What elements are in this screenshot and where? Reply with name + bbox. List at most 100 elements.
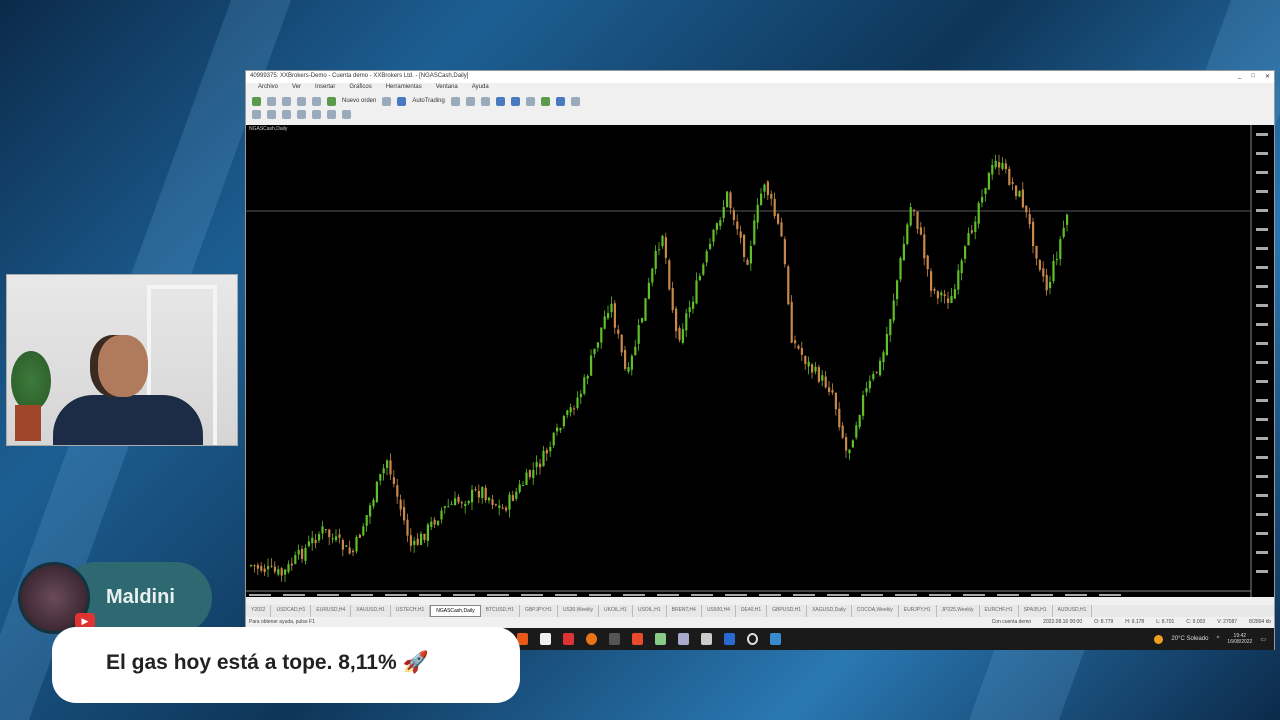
brave-icon[interactable] [632,633,643,645]
chart-tab[interactable]: COCOA,Weekly [852,605,899,617]
chart-tab[interactable]: GBPJPY,H1 [520,605,558,617]
weather-text[interactable]: 20°C Soleado [1171,636,1209,642]
navigator-icon[interactable] [297,96,306,106]
zoom-in-icon[interactable] [495,96,505,106]
tile-windows-icon[interactable] [525,96,535,106]
indicators-icon[interactable] [540,96,550,106]
chart-tab[interactable]: GBPUSD,H1 [767,605,808,617]
meta-editor-icon[interactable] [382,96,392,106]
chart-tab[interactable]: EURJPY,H1 [899,605,937,617]
chart-tab[interactable]: US500,H4 [702,605,736,617]
bearish-candle [290,563,293,566]
text-icon[interactable] [342,110,351,119]
fibonacci-icon[interactable] [327,110,336,119]
zoom-out-icon[interactable] [510,96,520,106]
new-chart-icon[interactable] [252,96,261,106]
bearish-candle [743,234,746,257]
maximize-button[interactable]: □ [1251,73,1255,79]
time-tick-label [861,594,883,596]
notifications-icon[interactable]: ▭ [1260,636,1266,643]
file-icon[interactable] [701,633,712,645]
menu-ver[interactable]: Ver [292,84,302,90]
clock-time[interactable]: 19:42 [1233,633,1247,639]
bullish-candle [464,503,467,507]
menu-insertar[interactable]: Insertar [315,84,336,90]
chart-tab[interactable]: EURUSD,H4 [311,605,352,617]
time-tick-label [317,594,339,596]
bearish-candle [396,485,399,497]
bearish-candle [936,291,939,299]
periods-icon[interactable] [555,96,565,106]
templates-icon[interactable] [570,96,580,106]
notepad-icon[interactable] [540,633,551,645]
chart-tab[interactable]: XAGUSD,Daily [807,605,852,617]
firefox-icon[interactable] [586,633,597,645]
clock-date[interactable]: 16/08/2022 [1227,639,1253,645]
chart-tab[interactable]: USTECH,H1 [391,605,431,617]
photos-icon[interactable] [770,633,781,645]
new-order-button[interactable]: Nuevo orden [342,98,377,104]
tray-chevron-icon[interactable]: ^ [1216,636,1220,642]
drive-icon[interactable] [655,633,666,645]
chart-tab[interactable]: Y2022 [246,605,272,617]
chart-tab[interactable]: US30,Weekly [558,605,600,617]
chart-tab[interactable]: USOIL,H1 [633,605,667,617]
menu-archivo[interactable]: Archivo [258,84,279,90]
chart-tab[interactable]: EURCHF,H1 [980,605,1019,617]
line-chart-icon[interactable] [480,96,490,106]
cursor-icon[interactable] [252,110,261,119]
chart-tab[interactable]: NGASCash,Daily [430,605,481,617]
horizontal-line-icon[interactable] [297,110,306,119]
chart-tab[interactable]: AUDUSD,H1 [1053,605,1093,617]
bullish-candle [375,481,378,503]
price-chart[interactable]: NGASCash,Daily [246,125,1274,597]
chart-symbol-label: NGASCash,Daily [249,126,288,132]
chart-tab[interactable]: USDCAD,H1 [271,605,312,617]
bearish-candle [539,463,542,468]
chart-tab[interactable]: BRENT,H4 [667,605,702,617]
bearish-candle [1004,163,1007,170]
app-icon[interactable] [517,633,528,645]
bullish-candle [556,427,559,432]
word-icon[interactable] [724,633,735,645]
profiles-icon[interactable] [267,96,276,106]
pdf-icon[interactable] [563,633,574,645]
bearish-candle [1008,168,1011,185]
camera-icon[interactable] [678,633,689,645]
bullish-candle [596,342,599,348]
chart-tab[interactable]: UKOIL,H1 [599,605,633,617]
bullish-candle [267,566,270,570]
terminal-icon[interactable] [312,96,321,106]
menu-ayuda[interactable]: Ayuda [471,84,489,90]
trendline-icon[interactable] [312,110,321,119]
menu-bar: Archivo Ver Insertar Gráficos Herramient… [246,83,1274,94]
menu-ventana[interactable]: Ventana [435,84,458,90]
bar-chart-icon[interactable] [450,96,460,106]
market-watch-icon[interactable] [282,96,291,106]
chat-username: Maldini [106,586,175,608]
new-order-icon [327,96,336,106]
bullish-candle [651,268,654,283]
chart-tab[interactable]: DE40,H1 [736,605,768,617]
minimize-button[interactable]: _ [1238,73,1242,79]
metatrader-icon[interactable] [609,633,620,645]
auto-trading-button[interactable]: AutoTrading [412,98,445,104]
bullish-candle [681,329,684,343]
candlestick-icon[interactable] [465,96,475,106]
vertical-line-icon[interactable] [282,110,291,119]
menu-graficos[interactable]: Gráficos [349,84,372,90]
close-button[interactable]: ✕ [1264,74,1270,80]
price-tick-label [1256,285,1268,288]
price-tick-label [1256,342,1268,345]
menu-herramientas[interactable]: Herramientas [385,84,422,90]
chart-tab[interactable]: XAUUSD,H1 [351,605,391,617]
bullish-candle [627,367,630,372]
bearish-candle [845,437,848,451]
user-avatar: ▶ [18,562,95,634]
chart-tab[interactable]: BTCUSD,H1 [481,605,520,617]
obs-icon[interactable] [747,633,758,645]
chart-tab[interactable]: JP225,Weekly [937,605,980,617]
bullish-candle [902,243,905,261]
chart-tab[interactable]: SPA35,H1 [1019,605,1053,617]
crosshair-icon[interactable] [267,110,276,119]
